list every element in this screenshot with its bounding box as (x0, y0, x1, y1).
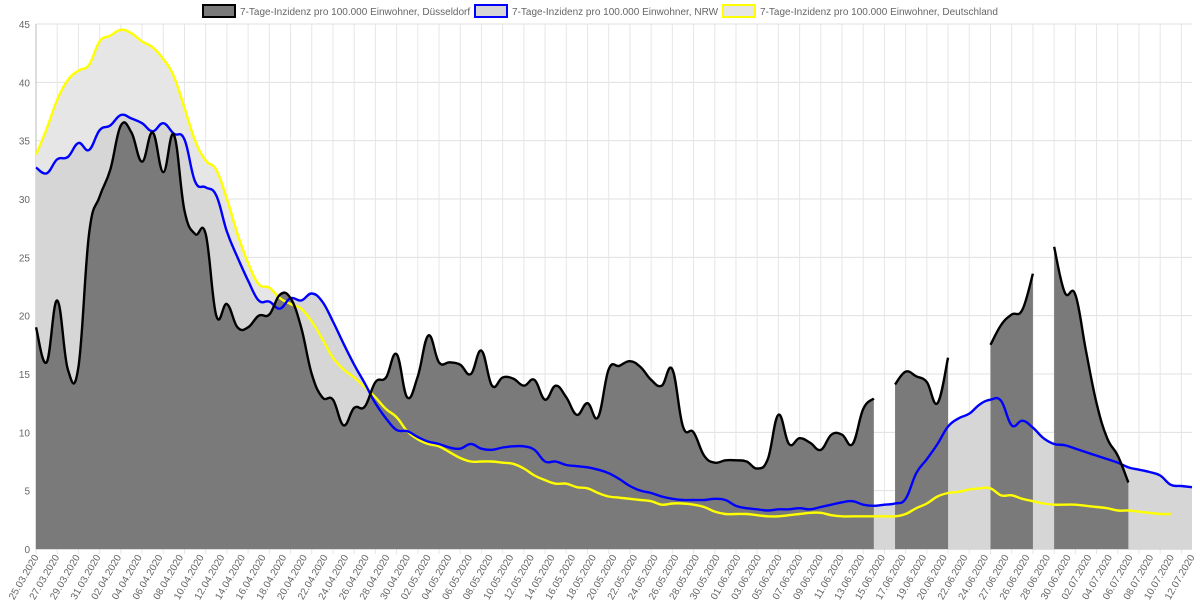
legend-label-1[interactable]: 7-Tage-Inzidenz pro 100.000 Einwohner, N… (512, 7, 719, 18)
y-tick-label: 10 (19, 428, 31, 439)
chart-legend: 7-Tage-Inzidenz pro 100.000 Einwohner, D… (202, 4, 998, 18)
legend-swatch-2[interactable] (722, 4, 756, 18)
y-tick-label: 25 (19, 253, 31, 264)
y-tick-label: 35 (19, 137, 31, 148)
series-area-0 (990, 273, 1033, 549)
legend-label-2[interactable]: 7-Tage-Inzidenz pro 100.000 Einwohner, D… (760, 7, 998, 18)
legend-swatch-1[interactable] (474, 4, 508, 18)
series-areas (36, 29, 1192, 550)
y-tick-label: 40 (19, 78, 31, 89)
y-tick-label: 15 (19, 370, 31, 381)
x-axis: 25.03.202027.03.202029.03.202031.03.2020… (7, 553, 1198, 602)
y-tick-label: 0 (24, 545, 30, 556)
series-line-0 (1052, 246, 1130, 483)
legend-label-0[interactable]: 7-Tage-Inzidenz pro 100.000 Einwohner, D… (240, 7, 470, 18)
y-tick-label: 30 (19, 195, 31, 206)
y-tick-label: 45 (19, 20, 31, 31)
y-tick-label: 20 (19, 312, 31, 323)
series-area-0 (895, 357, 949, 549)
y-axis: 0 5 10 15 20 25 30 35 40 45 (19, 20, 31, 556)
series-line-0 (34, 121, 875, 470)
series-area-0 (36, 122, 874, 549)
series-area-0 (1054, 246, 1129, 549)
series-line-1 (35, 113, 1193, 512)
series-lines (34, 28, 1193, 518)
series-line-0 (894, 357, 950, 406)
y-tick-label: 5 (24, 487, 30, 498)
series-line-2 (34, 28, 1171, 518)
legend-swatch-0[interactable] (202, 4, 236, 18)
series-line-0 (989, 273, 1035, 346)
